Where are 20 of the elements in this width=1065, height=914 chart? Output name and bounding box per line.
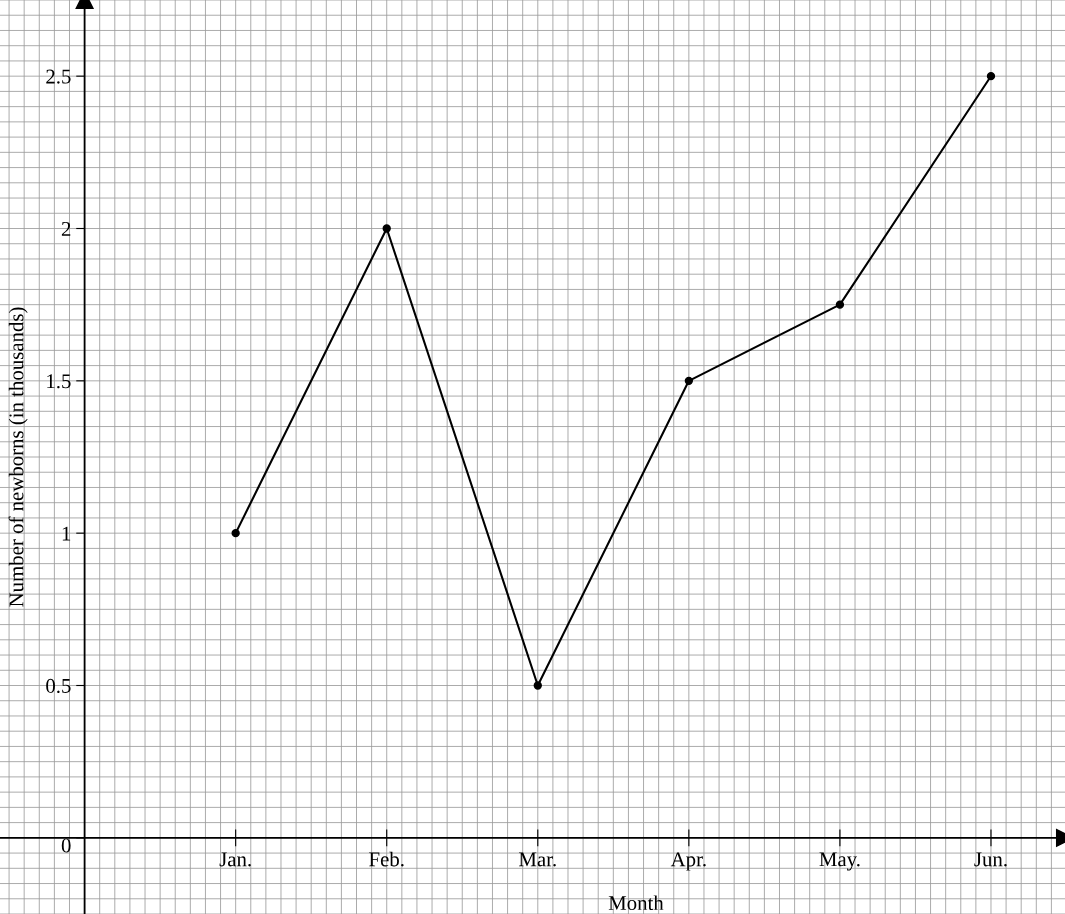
y-axis-title: Number of newborns (in thousands) <box>8 307 28 607</box>
point <box>231 528 240 538</box>
point <box>533 681 542 690</box>
x-tick-label: May. <box>819 852 860 871</box>
y-tick-label: 2.5 <box>46 69 71 84</box>
y-tick-label: 0.5 <box>46 678 71 694</box>
x-tick-label: Apr. <box>670 852 706 871</box>
x-axis-title: Month <box>608 895 664 911</box>
y-tick-label: 1 <box>62 526 71 541</box>
y-tick-label: 1.5 <box>47 374 71 389</box>
y-tick-label: 2 <box>61 221 71 236</box>
x-tick-label: Feb. <box>369 851 404 867</box>
point <box>986 71 996 81</box>
point <box>835 300 845 309</box>
x-tick-label: Jun. <box>974 852 1007 867</box>
point <box>382 224 391 233</box>
x-tick-label: Mar. <box>519 852 556 867</box>
point <box>684 376 694 386</box>
x-tick-label: Jan. <box>219 852 251 867</box>
y-tick-label: 0 <box>61 838 71 853</box>
